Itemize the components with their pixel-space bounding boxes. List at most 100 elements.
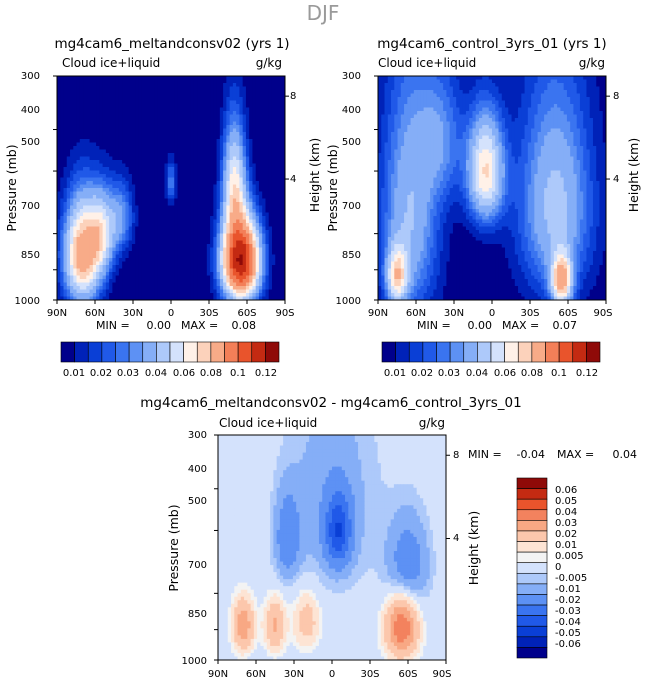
heat-cell <box>265 191 270 196</box>
heat-cell <box>213 247 218 252</box>
heat-cell <box>216 142 221 147</box>
heat-cell <box>239 86 244 91</box>
heat-cell <box>86 100 91 105</box>
heat-cell <box>255 76 260 80</box>
heat-cell <box>255 114 260 119</box>
heat-cell <box>161 254 165 259</box>
heat-cell <box>135 195 139 199</box>
heat-cell <box>57 188 61 192</box>
heat-cell <box>174 100 178 105</box>
heat-cell <box>141 191 146 196</box>
heat-cell <box>219 76 224 80</box>
heat-cell <box>190 181 195 185</box>
heat-cell <box>193 191 198 196</box>
heat-cell <box>459 93 464 98</box>
heat-cell <box>96 219 100 224</box>
heat-cell <box>154 223 159 227</box>
heat-cell <box>99 125 104 129</box>
heat-cell <box>112 237 117 241</box>
heat-cell <box>138 237 143 241</box>
heat-cell <box>203 93 208 98</box>
heat-cell <box>105 219 110 224</box>
heat-cell <box>135 125 139 129</box>
heat-cell <box>66 156 71 161</box>
heat-cell <box>236 163 240 168</box>
heat-cell <box>210 191 214 196</box>
heat-cell <box>86 268 91 273</box>
heat-cell <box>70 275 74 280</box>
heat-cell <box>229 121 234 126</box>
heat-cell <box>258 125 263 129</box>
heat-cell <box>271 212 276 217</box>
heat-cell <box>258 251 263 255</box>
heat-cell <box>544 93 548 98</box>
heat-cell <box>115 244 120 248</box>
heat-cell <box>164 258 169 262</box>
heat-cell <box>258 261 263 266</box>
heat-cell <box>540 76 545 80</box>
colorbar-swatch <box>210 341 225 363</box>
heat-cell <box>184 135 188 140</box>
heat-cell <box>167 146 172 150</box>
heat-cell <box>193 261 198 266</box>
heat-cell <box>157 261 162 266</box>
heat-cell <box>92 240 97 245</box>
heat-cell <box>86 118 91 122</box>
heat-cell <box>200 132 205 136</box>
heat-cell <box>193 86 198 91</box>
heat-cell <box>154 219 159 224</box>
heat-cell <box>599 76 604 80</box>
heat-cell <box>60 181 64 185</box>
heat-cell <box>83 230 87 234</box>
heat-cell <box>219 93 224 98</box>
heat-cell <box>167 163 172 168</box>
heat-cell <box>131 167 136 171</box>
heat-cell <box>180 79 185 84</box>
heat-cell <box>570 93 574 98</box>
heat-cell <box>232 195 237 199</box>
heat-cell <box>482 93 486 98</box>
heat-cell <box>128 174 133 178</box>
heat-cell <box>92 156 97 161</box>
heat-cell <box>63 128 68 133</box>
heat-cell <box>157 167 162 171</box>
heat-cell <box>154 230 159 234</box>
heat-cell <box>105 293 110 297</box>
heat-cell <box>164 177 169 182</box>
heat-cell <box>206 286 211 290</box>
heat-cell <box>177 177 182 182</box>
heat-cell <box>102 93 107 98</box>
heat-cell <box>174 233 178 238</box>
heat-cell <box>157 247 162 252</box>
heat-cell <box>66 174 71 178</box>
heat-cell <box>193 247 198 252</box>
heat-cell <box>210 254 214 259</box>
heat-cell <box>151 100 156 105</box>
heat-cell <box>232 149 237 154</box>
heat-cell <box>278 279 283 283</box>
heat-cell <box>92 184 97 189</box>
heat-cell <box>226 93 231 98</box>
heat-cell <box>112 156 117 161</box>
heat-cell <box>249 90 253 94</box>
heat-cell <box>275 177 279 182</box>
heat-cell <box>271 142 276 147</box>
heat-cell <box>66 184 71 189</box>
heat-cell <box>57 83 61 87</box>
heat-cell <box>144 97 149 101</box>
heat-cell <box>197 97 201 101</box>
heat-cell <box>76 142 81 147</box>
heat-cell <box>89 139 94 143</box>
heat-cell <box>66 198 71 203</box>
heat-cell <box>112 191 117 196</box>
heat-cell <box>109 146 113 150</box>
heat-cell <box>278 286 283 290</box>
heat-cell <box>278 254 283 259</box>
heat-cell <box>131 107 136 112</box>
heat-cell <box>271 149 276 154</box>
heat-cell <box>229 118 234 122</box>
heat-cell <box>278 86 283 91</box>
heat-cell <box>99 142 104 147</box>
heat-cell <box>83 202 87 206</box>
heat-cell <box>190 240 195 245</box>
